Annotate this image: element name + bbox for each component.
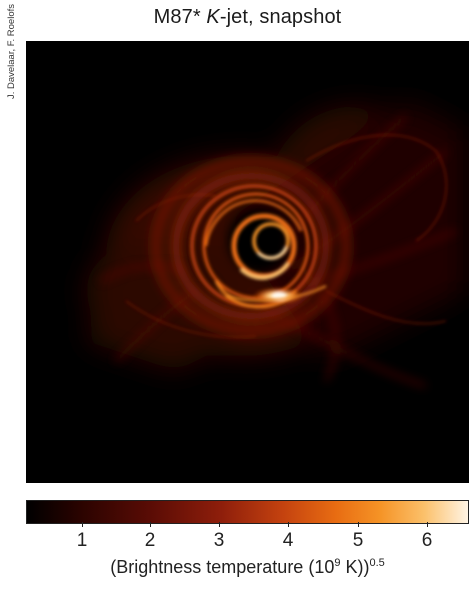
colorbar-tick-label: 3 [213,530,225,551]
simulation-image [26,41,469,483]
colorbar-gradient [26,500,469,524]
colorbar: 1 2 3 4 5 6 (Brightness temperature (109… [26,500,469,580]
credit-text: J. Davelaar, F. Roelofs [5,4,17,100]
colorbar-tick [82,522,83,527]
label-prefix: (Brightness temperature (10 [110,557,335,577]
colorbar-tick-label: 4 [282,530,294,551]
label-exponent-outer: 0.5 [369,557,385,569]
title-rest: -jet, snapshot [219,6,342,28]
colorbar-tick [219,522,220,527]
label-middle: K)) [340,557,370,577]
colorbar-tick [427,522,428,527]
colorbar-tick-label: 6 [421,530,433,551]
image-credit: J. Davelaar, F. Roelofs [4,4,18,164]
figure-title: M87* K-jet, snapshot [26,6,469,29]
colorbar-tick-label: 1 [76,530,88,551]
colorbar-axis-label: (Brightness temperature (109 K))0.5 [26,557,469,578]
colorbar-tick [288,522,289,527]
black-hole-render [86,101,466,388]
colorbar-tick-label: 5 [352,530,364,551]
label-exponent-inner: 9 [334,557,341,569]
title-model-symbol: K [206,6,220,28]
colorbar-tick [358,522,359,527]
colorbar-tick [150,522,151,527]
colorbar-tick-label: 2 [144,530,156,551]
title-object: M87* [153,6,201,28]
